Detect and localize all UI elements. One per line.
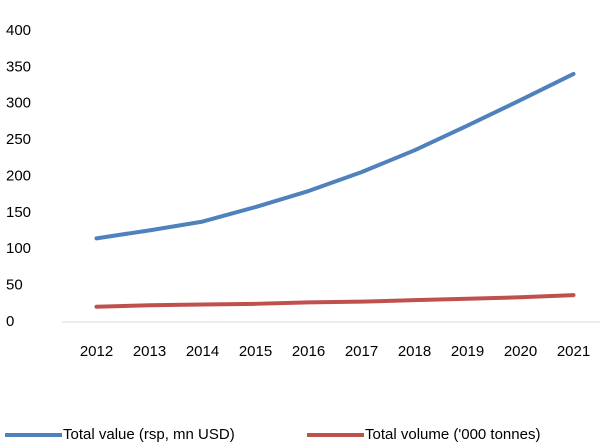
x-tick-label: 2014 [186, 343, 219, 360]
legend-label: Total volume ('000 tonnes) [365, 426, 540, 443]
x-tick-label: 2017 [345, 343, 378, 360]
legend-label: Total value (rsp, mn USD) [63, 426, 235, 443]
y-tick-label: 300 [6, 95, 31, 112]
line-series [94, 71, 576, 241]
x-tick-label: 2012 [80, 343, 113, 360]
x-tick-label: 2018 [398, 343, 431, 360]
line-series [94, 293, 576, 309]
y-tick-label: 50 [6, 277, 23, 294]
x-tick-label: 2016 [292, 343, 325, 360]
x-tick-label: 2015 [239, 343, 272, 360]
x-tick-label: 2019 [451, 343, 484, 360]
x-tick-label: 2020 [504, 343, 537, 360]
x-tick-label: 2021 [557, 343, 590, 360]
y-tick-label: 350 [6, 58, 31, 75]
y-tick-label: 200 [6, 167, 31, 184]
y-tick-label: 150 [6, 204, 31, 221]
y-tick-label: 400 [6, 22, 31, 39]
x-tick-label: 2013 [133, 343, 166, 360]
y-tick-label: 100 [6, 240, 31, 257]
y-tick-label: 0 [6, 313, 14, 330]
y-tick-label: 250 [6, 131, 31, 148]
